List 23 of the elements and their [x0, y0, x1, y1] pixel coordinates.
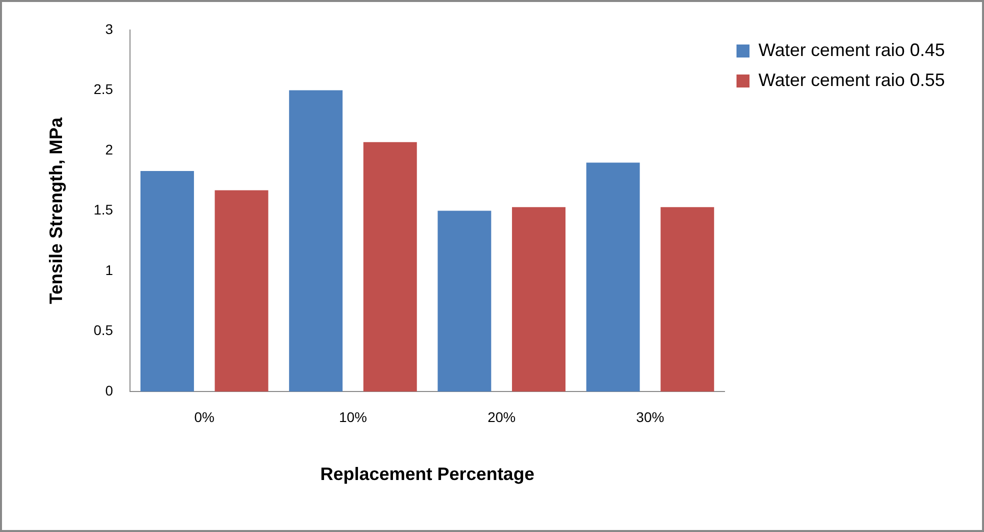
y-tick-label: 3 [105, 20, 114, 37]
bar [140, 171, 194, 392]
bar [289, 90, 343, 392]
y-tick-label: 2 [105, 141, 114, 158]
legend-label: Water cement raio 0.55 [758, 70, 945, 90]
x-axis-title: Replacement Percentage [320, 464, 534, 484]
y-tick-label: 1 [105, 262, 114, 278]
y-axis-title: Tensile Strength, MPa [46, 116, 66, 304]
bar [586, 162, 640, 392]
y-tick-label: 0 [105, 382, 114, 398]
x-tick-label: 30% [636, 408, 664, 425]
bar [438, 210, 492, 392]
y-tick-label: 0.5 [94, 322, 114, 338]
y-tick-label: 1.5 [94, 202, 114, 218]
bar [214, 190, 268, 392]
y-tick-label: 2.5 [94, 81, 114, 98]
bar [660, 207, 714, 392]
x-tick-label: 20% [488, 408, 516, 425]
legend-label: Water cement raio 0.45 [758, 40, 945, 60]
x-tick-label: 10% [338, 408, 367, 425]
x-tick-label: 0% [194, 408, 214, 425]
bar [363, 142, 417, 392]
bar [512, 207, 566, 392]
